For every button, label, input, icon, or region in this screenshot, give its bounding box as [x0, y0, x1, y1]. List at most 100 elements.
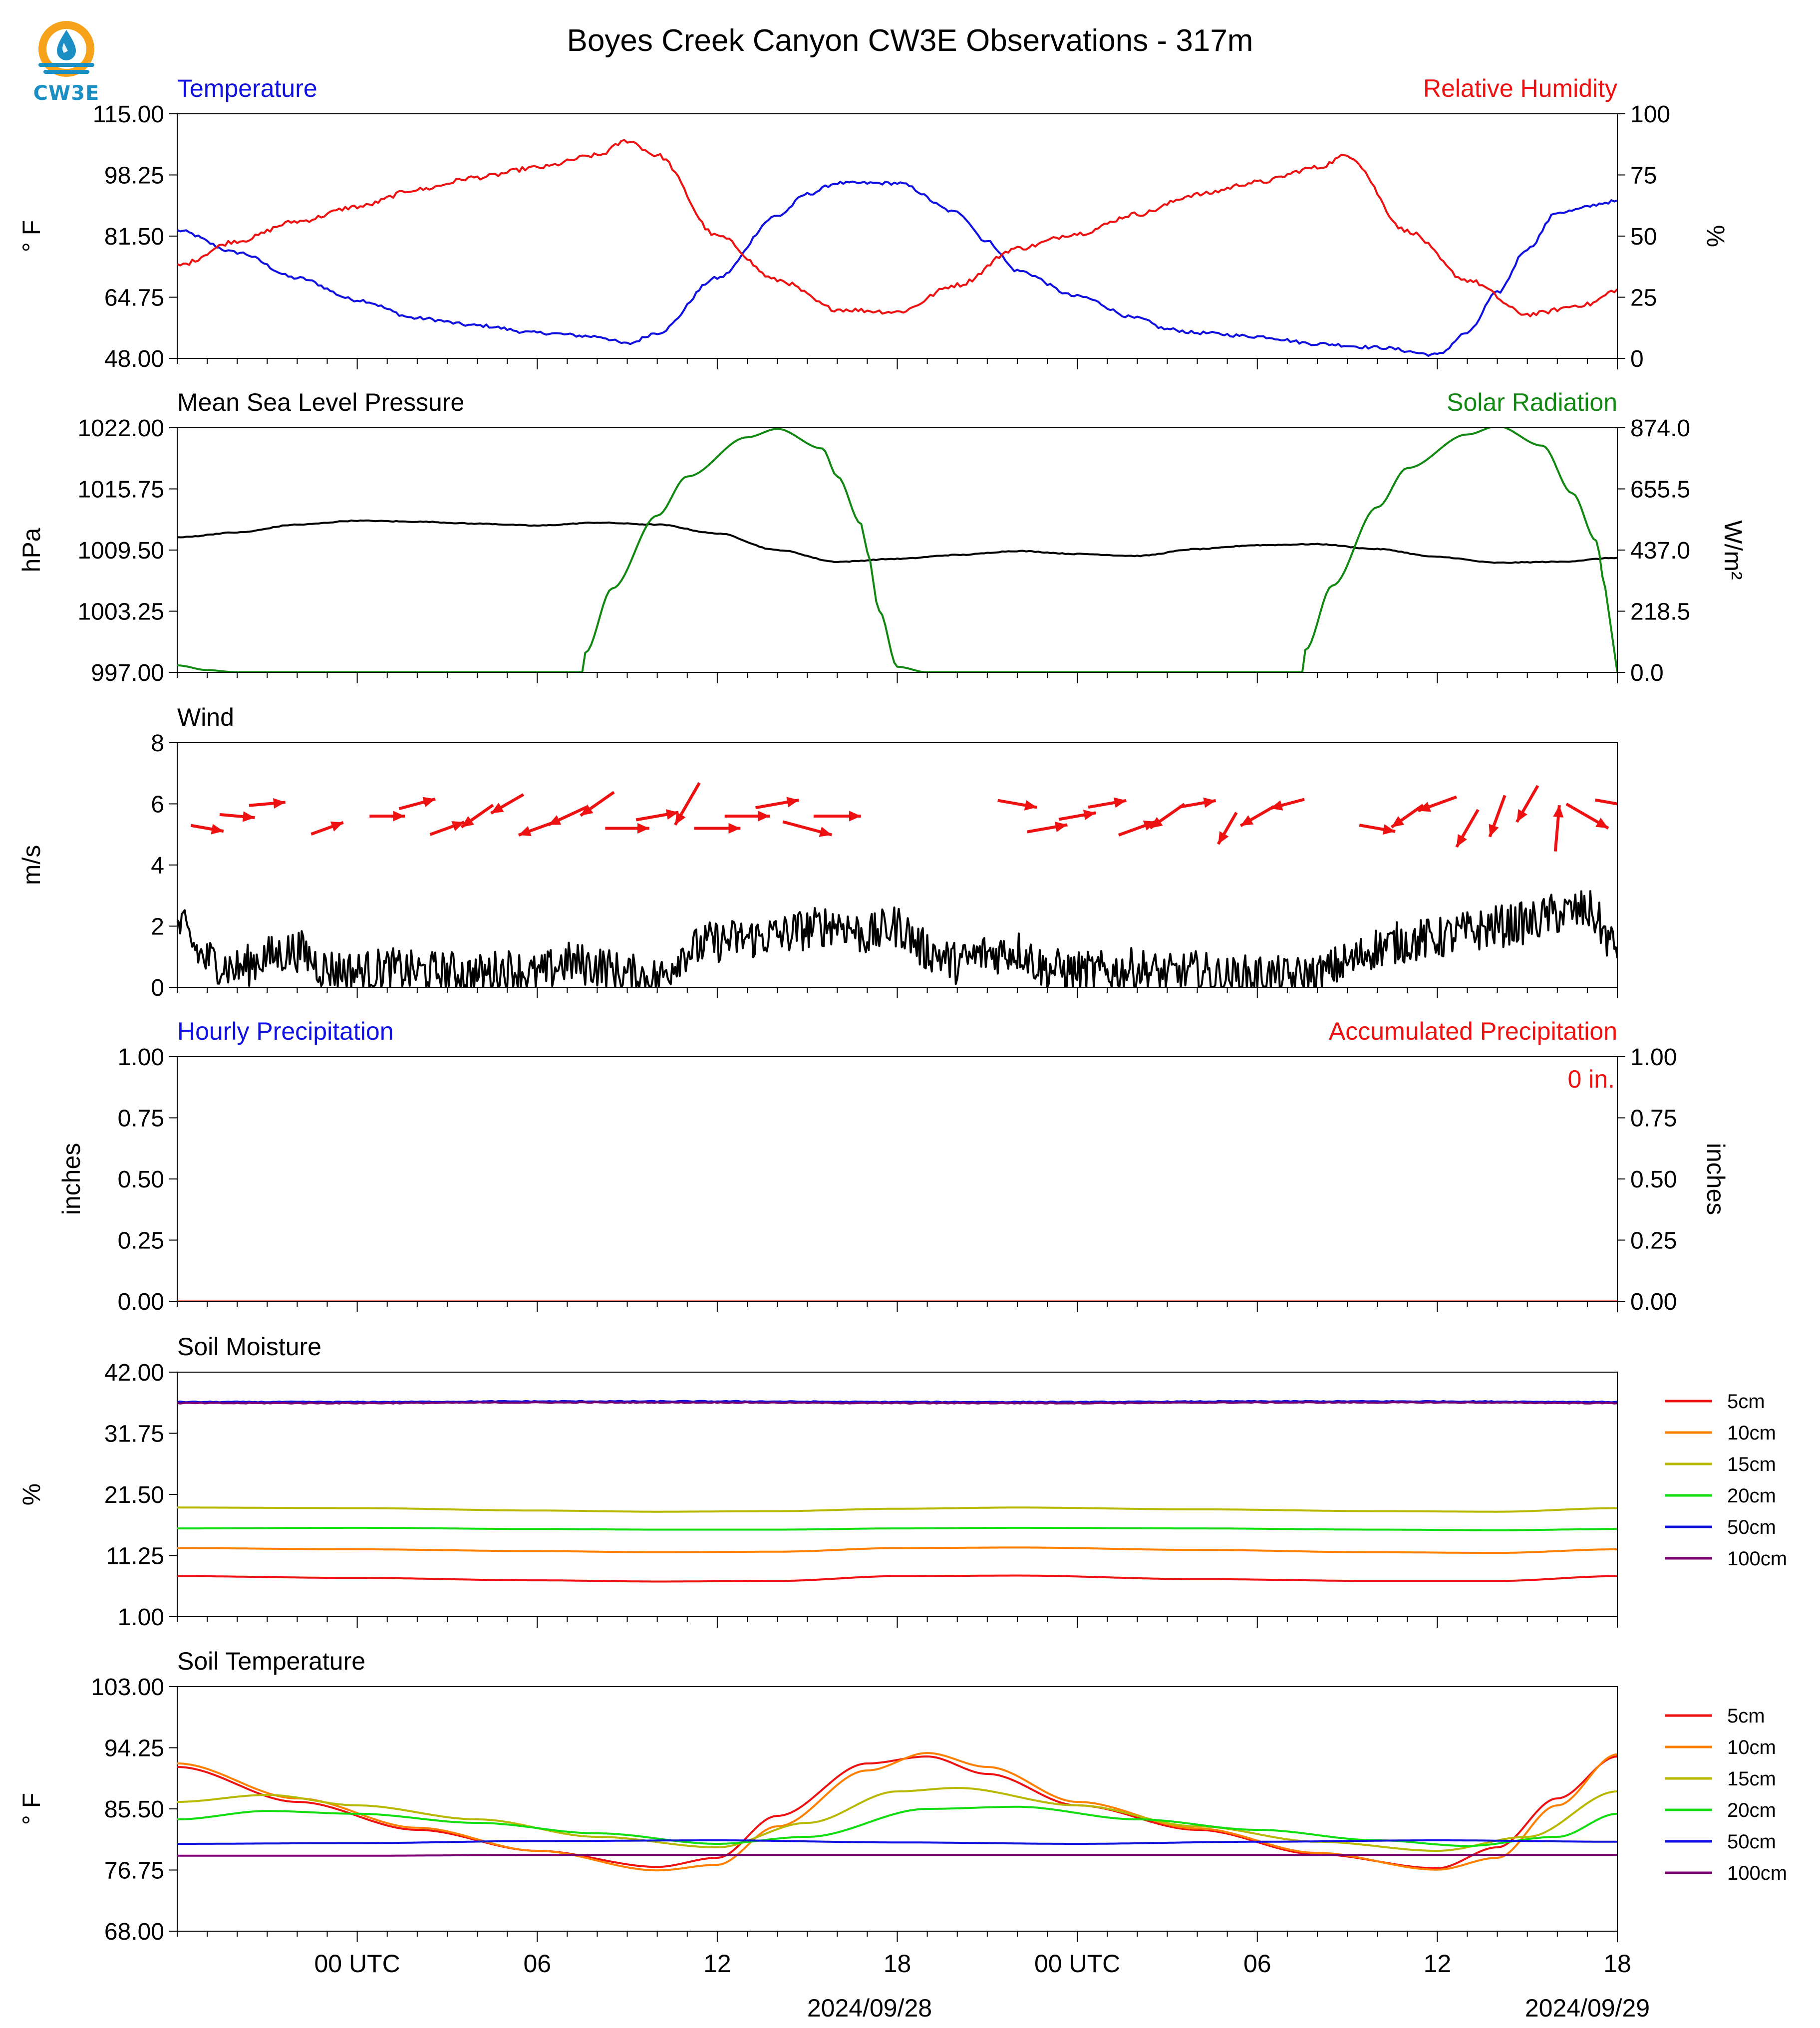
wind-arrow-head	[1627, 801, 1639, 811]
panel-4: 0.00 0.25 0.50 0.75 1.00 0.00 0.25 0.50 0.75 1.00…	[57, 1017, 1730, 1315]
y-right-tick-label: 0.75	[1630, 1106, 1677, 1132]
panel-title-left: Hourly Precipitation	[177, 1017, 394, 1045]
wind-arrow-head	[728, 823, 741, 834]
y-right-tick-label: 1.00	[1630, 1044, 1677, 1071]
wind-arrow-head	[1240, 815, 1254, 826]
legend-label: 5cm	[1727, 1391, 1765, 1413]
y-right-tick-label: 655.5	[1630, 477, 1690, 503]
y-tick-label: 0.25	[118, 1228, 164, 1254]
y-tick-label: 6	[151, 792, 164, 818]
wind-arrow-head	[518, 826, 532, 836]
legend-label: 15cm	[1727, 1768, 1776, 1790]
plot-area	[177, 782, 1639, 987]
layer-50cm-line	[177, 1839, 1617, 1845]
figure-title: Boyes Creek Canyon CW3E Observations - 3…	[567, 23, 1253, 58]
legend-label: 15cm	[1727, 1453, 1776, 1475]
wind-arrow-head	[665, 809, 679, 820]
x-tick-label: 06	[523, 1950, 551, 1978]
panel-frame	[177, 427, 1618, 673]
panel-title-right: Solar Radiation	[1447, 388, 1617, 416]
panel-title-left: Wind	[177, 703, 234, 731]
legend-label: 20cm	[1727, 1485, 1776, 1507]
wind-arrow-head	[637, 823, 649, 834]
wind-arrow-head	[1143, 821, 1156, 831]
y-tick-label: 1022.00	[77, 415, 164, 442]
y-axis-label: inches	[57, 1143, 85, 1215]
accum-precip-annotation: 0 in.	[1567, 1065, 1615, 1093]
x-tick-label: 06	[1243, 1950, 1271, 1978]
layer-10cm-line	[177, 1752, 1617, 1872]
y-right-tick-label: 50	[1630, 224, 1657, 250]
wind-arrow-head	[1418, 802, 1431, 812]
wind-arrow-head	[273, 798, 286, 809]
panel-title-left: Mean Sea Level Pressure	[177, 388, 464, 416]
y-tick-label: 115.00	[93, 101, 164, 128]
y-axis-label: hPa	[17, 528, 45, 572]
y-right-tick-label: 0.50	[1630, 1166, 1677, 1193]
legend-label: 10cm	[1727, 1737, 1776, 1758]
wind-speed-line	[177, 890, 1617, 987]
wind-arrow-head	[242, 811, 255, 822]
layer-100cm-line	[177, 1401, 1617, 1405]
y-tick-label: 48.00	[104, 346, 164, 372]
cw3e-logo-icon	[38, 21, 94, 77]
wind-arrow-head	[1024, 800, 1037, 811]
y-axis-label: %	[17, 1483, 45, 1505]
wind-arrow-head	[1553, 805, 1564, 818]
y-right-tick-label: 100	[1630, 101, 1670, 128]
x-tick-label: 12	[703, 1950, 731, 1978]
y-tick-label: 64.75	[104, 285, 164, 311]
legend-label: 100cm	[1727, 1548, 1787, 1570]
y-tick-label: 76.75	[104, 1858, 164, 1884]
y-tick-label: 0.50	[118, 1166, 164, 1193]
plot-area	[177, 139, 1617, 357]
wind-arrow-head	[580, 804, 594, 816]
y-tick-label: 997.00	[91, 660, 164, 686]
wind-arrow-head	[548, 815, 562, 825]
y-tick-label: 1009.50	[77, 538, 164, 564]
date-label-1: 2024/09/28	[807, 1994, 932, 2022]
wind-arrow-head	[422, 797, 436, 808]
panel-title-left: Soil Moisture	[177, 1333, 321, 1361]
y-tick-label: 8	[151, 730, 164, 757]
legend-label: 50cm	[1727, 1831, 1776, 1853]
y-right-axis-label: W/m²	[1719, 520, 1747, 579]
wind-arrow-head	[330, 821, 343, 832]
y-tick-label: 1.00	[118, 1604, 164, 1631]
wind-arrow-head	[675, 812, 686, 825]
wind-arrow-head	[1595, 818, 1608, 829]
y-tick-label: 42.00	[104, 1360, 164, 1386]
legend-label: 5cm	[1727, 1705, 1765, 1727]
y-tick-label: 2	[151, 914, 164, 940]
legend-label: 10cm	[1727, 1422, 1776, 1444]
y-tick-label: 81.50	[104, 224, 164, 250]
wind-arrow-head	[1203, 797, 1216, 808]
logo-text: CW3E	[33, 82, 100, 105]
wind-arrow-head	[819, 827, 832, 837]
y-right-axis-label: inches	[1702, 1143, 1730, 1215]
wind-arrow-head	[1083, 810, 1096, 821]
y-tick-label: 98.25	[104, 163, 164, 189]
y-tick-label: 103.00	[91, 1674, 164, 1701]
layer-10cm-line	[177, 1546, 1617, 1554]
x-tick-label: 00 UTC	[314, 1950, 400, 1978]
plot-area	[177, 1400, 1617, 1583]
y-tick-label: 1003.25	[77, 599, 164, 625]
y-right-tick-label: 25	[1630, 285, 1657, 311]
panel-title-right: Relative Humidity	[1423, 74, 1617, 102]
wind-arrow-head	[211, 824, 224, 835]
wind-arrow-head	[1489, 824, 1499, 837]
y-tick-label: 0.75	[118, 1106, 164, 1132]
y-axis-label: m/s	[17, 845, 45, 885]
y-tick-label: 94.25	[104, 1736, 164, 1762]
y-right-tick-label: 0.00	[1630, 1289, 1677, 1315]
wind-arrow-head	[849, 811, 861, 822]
layer-15cm-line	[177, 1787, 1617, 1852]
date-label-2: 2024/09/29	[1525, 1994, 1650, 2022]
plot-area	[177, 428, 1617, 672]
y-right-tick-label: 0.25	[1630, 1228, 1677, 1254]
y-right-tick-label: 874.0	[1630, 415, 1690, 442]
wind-arrow-head	[1055, 822, 1068, 832]
wind-arrow-head	[1517, 809, 1527, 822]
